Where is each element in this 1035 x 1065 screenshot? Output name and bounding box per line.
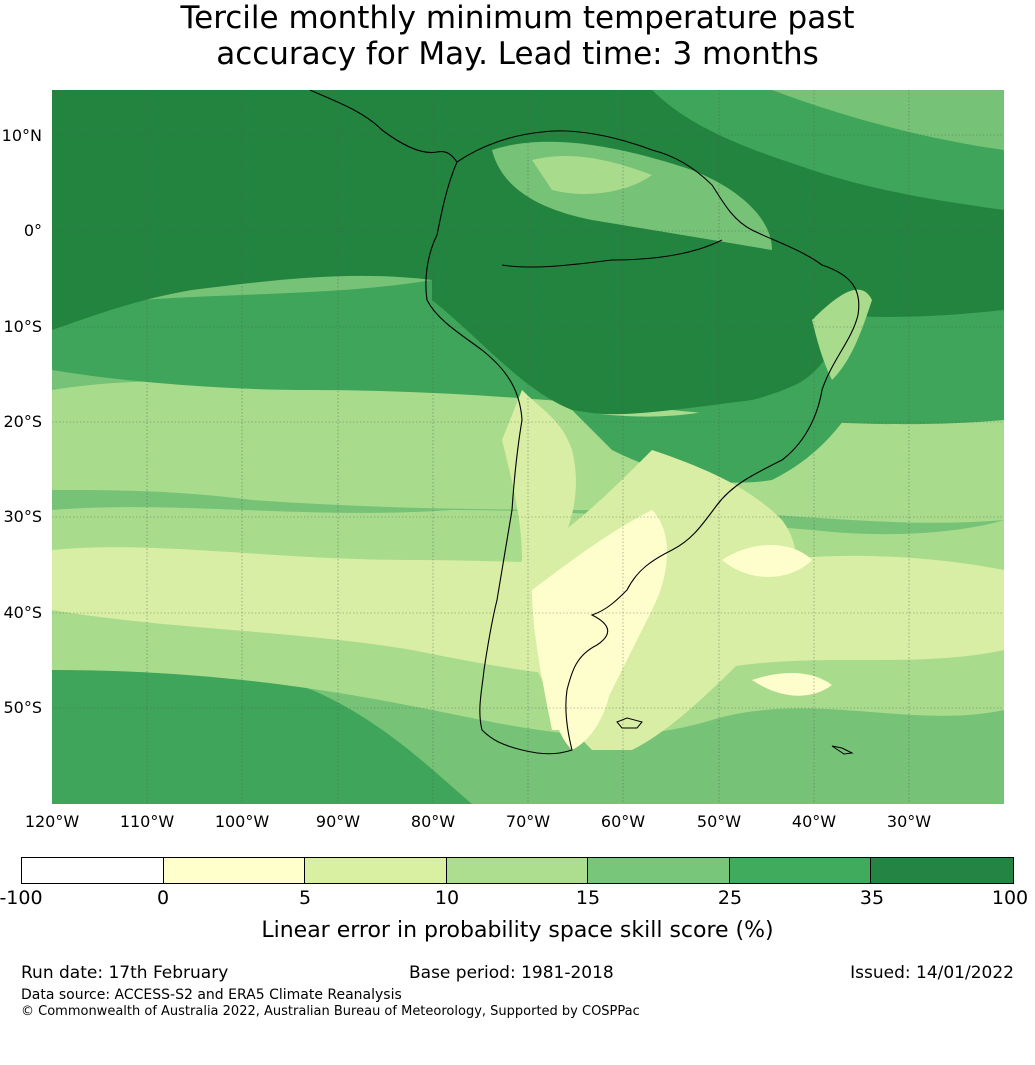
colorbar-segment-35-100 [871,858,1014,883]
lon-label-90w: 90°W [315,812,361,831]
skill-score-map [52,90,1004,804]
ocean-hotspot-east [722,545,812,577]
land-patagonia-lightest [550,650,612,750]
land-guiana-pale [532,155,652,195]
colorbar [21,857,1014,884]
lon-label-80w: 80°W [410,812,456,831]
lon-label-40w: 40°W [791,812,837,831]
copyright: © Commonwealth of Australia 2022, Austra… [21,1004,640,1019]
base-period: Base period: 1981-2018 [409,963,614,983]
graticule [52,90,1004,804]
colorbar-tick-0: 0 [156,887,170,909]
coastline-south-america [425,130,860,755]
lat-label-20s: 20°S [3,412,42,431]
lon-label-100w: 100°W [214,812,270,831]
lat-label-0: 0° [23,221,42,240]
lat-label-10s: 10°S [3,317,42,336]
colorbar-tick-15: 15 [575,887,601,909]
data-source: Data source: ACCESS-S2 and ERA5 Climate … [21,987,402,1003]
lon-label-70w: 70°W [505,812,551,831]
lon-label-60w: 60°W [600,812,646,831]
colorbar-tick-10: 10 [434,887,460,909]
lat-label-30s: 30°S [3,507,42,526]
lon-label-120w: 120°W [24,812,80,831]
coastline-central-america [309,90,458,163]
lat-label-40s: 40°S [3,603,42,622]
river-amazon [501,239,723,268]
land-amazon-dark [432,243,834,415]
title-line-1: Tercile monthly minimum temperature past [180,0,855,36]
colorbar-tick-35: 35 [859,887,885,909]
map-svg [52,90,1004,804]
colorbar-segment-10-15 [447,858,588,883]
land-brazil-mid [572,340,862,483]
ocean-hotspot-south [752,673,832,696]
band-southwest-dark [52,650,472,804]
colorbar-segment-0-5 [163,858,306,883]
colorbar-segment-25-35 [729,858,872,883]
lon-label-50w: 50°W [696,812,742,831]
colorbar-tick-100: 100 [991,887,1029,909]
coastline-south-georgia [831,745,854,755]
land-northeast-mid [812,289,872,380]
lon-label-110w: 110°W [119,812,175,831]
colorbar-label: Linear error in probability space skill … [261,918,774,943]
lat-label-50s: 50°S [3,698,42,717]
coastline-falklands [616,717,643,729]
lat-label-10n: 10°N [1,126,42,145]
colorbar-tick-5: 5 [298,887,312,909]
colorbar-segment-neg100-0 [22,858,164,883]
colorbar-segment-15-25 [587,858,730,883]
lon-label-30w: 30°W [886,812,932,831]
title-line-2: accuracy for May. Lead time: 3 months [216,36,819,72]
map-title: Tercile monthly minimum temperature past… [0,0,1035,72]
colorbar-segment-5-10 [305,858,448,883]
colorbar-tick-25: 25 [717,887,743,909]
issued-date: Issued: 14/01/2022 [850,963,1014,983]
colorbar-tick-neg100: -100 [0,887,43,909]
run-date: Run date: 17th February [21,963,229,983]
